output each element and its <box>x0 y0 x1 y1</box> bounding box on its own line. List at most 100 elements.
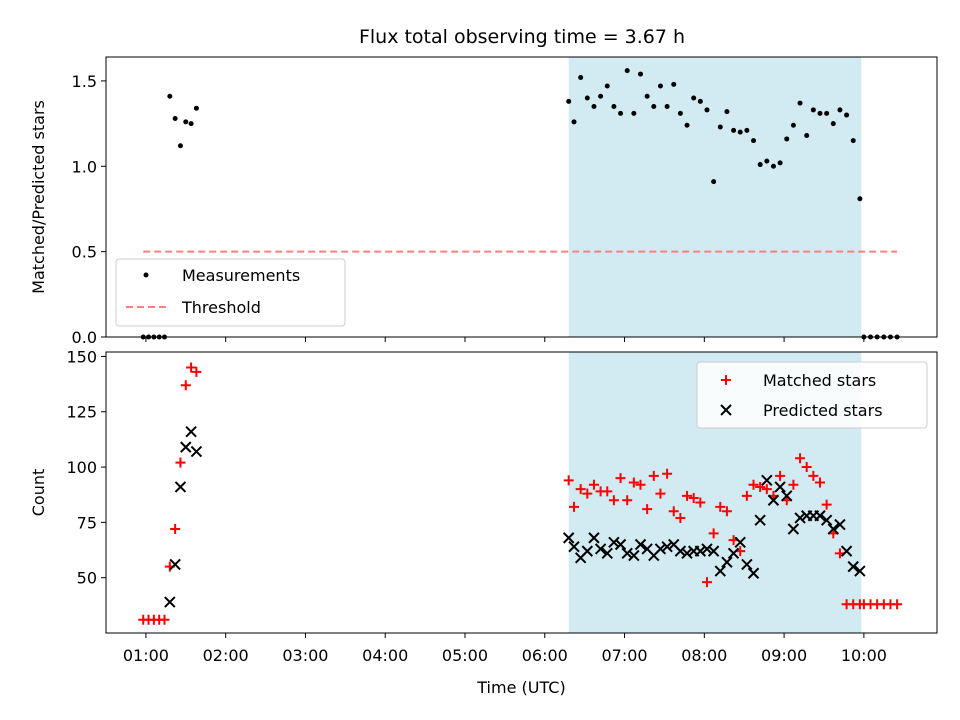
y-tick-label: 150 <box>66 347 97 366</box>
predicted-star-point <box>721 556 733 568</box>
predicted-star-point <box>634 538 647 551</box>
predicted-star-point <box>761 474 773 487</box>
predicted-star-point <box>185 425 197 438</box>
x-tick-label: 02:00 <box>203 646 249 665</box>
measurement-point <box>684 122 690 128</box>
predicted-star-point <box>581 545 594 557</box>
predicted-star-point <box>164 596 176 608</box>
y-axis-label: Matched/Predicted stars <box>29 100 48 294</box>
measurement-point <box>731 127 737 133</box>
predicted-star-point <box>820 514 833 526</box>
matched-star-point <box>695 497 706 508</box>
predicted-star-point <box>814 510 826 522</box>
measurement-point <box>611 104 617 110</box>
measurement-point <box>167 93 173 99</box>
measurement-point <box>691 95 697 101</box>
predicted-star-point <box>701 543 713 555</box>
predicted-star-point <box>794 512 806 524</box>
y-tick-label: 75 <box>77 513 97 532</box>
observing-window-shade <box>568 57 862 337</box>
matched-star-point <box>655 488 666 499</box>
matched-star-point <box>668 506 679 517</box>
predicted-star-point <box>568 541 580 553</box>
legend-box <box>115 258 346 327</box>
measurement-point <box>664 104 670 110</box>
predicted-star-point <box>707 545 720 557</box>
predicted-star-point <box>781 490 793 502</box>
matched-star-point <box>186 362 197 373</box>
y-tick-label: 125 <box>66 403 97 422</box>
predicted-star-point <box>601 547 613 560</box>
measurement-point <box>744 127 750 133</box>
predicted-star-point <box>827 523 839 535</box>
measurement-point <box>571 119 577 125</box>
predicted-star-point <box>741 558 753 571</box>
measurement-point <box>844 112 850 118</box>
x-tick-label: 01:00 <box>123 646 169 665</box>
matched-star-point <box>575 484 586 495</box>
x-tick-label: 10:00 <box>841 646 887 665</box>
y-tick-label: 50 <box>77 569 97 588</box>
measurement-point <box>172 115 178 121</box>
matched-star-point <box>180 380 191 391</box>
matched-star-point <box>761 484 772 495</box>
y-axis-label: Count <box>29 469 48 517</box>
matched-star-point <box>748 479 759 490</box>
measurement-point <box>671 81 677 87</box>
predicted-star-point <box>608 536 620 548</box>
predicted-star-point <box>854 565 866 577</box>
predicted-star-point <box>787 523 800 535</box>
predicted-star-point <box>840 545 853 557</box>
matched-star-point <box>159 614 170 625</box>
matched-star-point <box>741 490 752 501</box>
measurement-point <box>604 83 610 89</box>
matched-star-point <box>628 477 639 488</box>
measurement-point <box>188 121 194 127</box>
measurement-point <box>631 110 637 116</box>
predicted-star-point <box>727 547 740 560</box>
predicted-star-point <box>174 481 187 493</box>
predicted-star-point <box>847 560 859 573</box>
measurement-point <box>711 179 717 185</box>
measurement-point <box>790 122 796 128</box>
y-tick-label: 0.5 <box>72 243 97 262</box>
measurement-point <box>784 136 790 142</box>
plot-frame <box>105 351 938 634</box>
x-tick-label: 04:00 <box>362 646 408 665</box>
measurement-point <box>618 110 624 116</box>
legend-threshold-label: Threshold <box>181 298 261 317</box>
matched-star-point <box>795 453 806 464</box>
legend-predicted-label: Predicted stars <box>763 401 883 420</box>
measurement-point <box>637 71 643 77</box>
measurement-point <box>724 109 730 115</box>
x-tick-label: 06:00 <box>522 646 568 665</box>
matched-star-point <box>602 486 613 497</box>
matched-star-point <box>788 479 799 490</box>
measurement-point <box>810 107 816 113</box>
x-tick-label: 07:00 <box>601 646 647 665</box>
predicted-star-point <box>654 543 667 555</box>
plot-frame <box>105 56 938 338</box>
predicted-star-point <box>614 538 627 551</box>
x-tick-label: 09:00 <box>761 646 807 665</box>
predicted-star-point <box>747 567 760 579</box>
measurement-point <box>644 93 650 99</box>
chart-title: Flux total observing time = 3.67 h <box>359 26 685 48</box>
measurement-point <box>817 110 823 116</box>
y-tick-label: 0.0 <box>72 328 97 347</box>
measurement-point <box>193 105 199 111</box>
measurement-point <box>677 110 683 116</box>
legend-predicted-marker <box>720 404 732 416</box>
measurement-point <box>717 124 723 130</box>
measurement-point <box>651 104 657 110</box>
measurement-point <box>837 107 843 113</box>
predicted-star-point <box>734 536 746 548</box>
matched-star-point <box>642 504 653 515</box>
predicted-star-point <box>594 543 607 555</box>
matched-star-point <box>588 479 599 490</box>
matched-star-point <box>715 501 726 512</box>
y-tick-label: 1.5 <box>72 72 97 91</box>
x-tick-label: 08:00 <box>681 646 727 665</box>
predicted-star-point <box>681 547 693 560</box>
matched-star-point <box>682 490 693 501</box>
